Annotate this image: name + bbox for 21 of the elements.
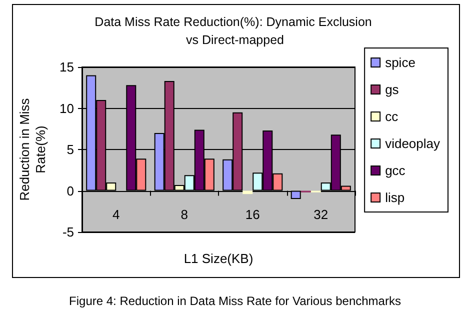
y-tick-label: 0 [66,183,74,198]
y-axis-title: Reduction in Miss Rate(%) [17,98,48,201]
legend-label: lisp [385,190,405,205]
x-tick-label: 32 [314,207,328,222]
bar [242,190,253,194]
legend-label: gs [385,82,400,97]
chart-title: Data Miss Rate Reduction(%): Dynamic Exclusion vs Direct-mapped [94,15,376,47]
x-axis-title: L1 Size(KB) [184,251,254,266]
y-tick-label: 10 [60,100,74,116]
x-tick-label: 4 [112,207,120,222]
y-tick-label: 5 [66,142,74,157]
y-tick-label: -5 [62,224,74,240]
caption: Figure 4: Reduction in Data Miss Rate for Various benchmarks [68,294,402,308]
legend-label: cc [385,109,399,124]
legend-label: gcc [385,163,406,178]
x-tick-label: 16 [245,207,260,222]
legend-label: spice [385,55,416,70]
bar [290,190,301,199]
x-tick-label: 8 [180,207,188,222]
y-tick-label: 15 [60,60,74,74]
legend-label: videoplay [385,136,440,151]
